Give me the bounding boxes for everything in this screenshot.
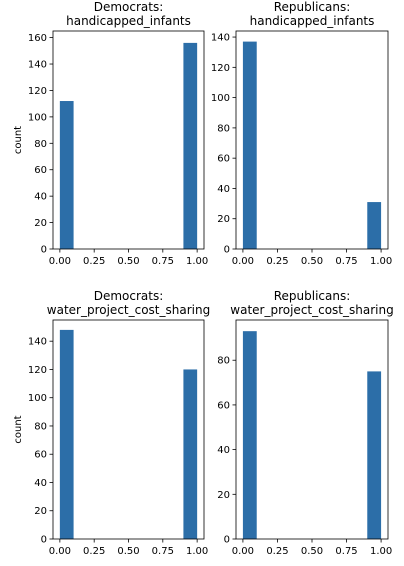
x-tick-label: 0.25 <box>266 256 288 267</box>
x-tick-label: 0.00 <box>49 256 71 267</box>
x-tick-label: 0.25 <box>266 546 288 557</box>
chart-title-line: Democrats: <box>94 0 164 14</box>
histogram-bar <box>242 41 257 249</box>
y-tick-label: 120 <box>211 63 230 74</box>
y-tick-label: 40 <box>34 478 47 489</box>
x-tick-label: 0.75 <box>152 546 174 557</box>
y-tick-label: 100 <box>28 112 47 123</box>
chart-title-line: Republicans: <box>274 289 351 303</box>
histogram-bar <box>183 42 198 249</box>
x-tick-label: 1.00 <box>370 546 392 557</box>
axes-frame <box>52 319 205 540</box>
histogram-bar <box>367 202 382 249</box>
histogram-bar <box>183 369 198 539</box>
subplot-3: 0.00 0.25 0.50 0.75 1.00 0 20 40 60 80 100 120 140 De… <box>13 289 210 557</box>
y-tick-label: 20 <box>34 218 47 229</box>
x-tick-label: 1.00 <box>186 256 208 267</box>
y-tick-label: 140 <box>28 60 47 71</box>
y-tick-label: 80 <box>217 356 230 367</box>
y-tick-label: 140 <box>211 33 230 44</box>
y-tick-label: 40 <box>217 445 230 456</box>
chart-title-line: Democrats: <box>94 289 164 303</box>
chart-title-line: water_project_cost_sharing <box>230 303 393 317</box>
y-tick-label: 100 <box>211 93 230 104</box>
y-tick-label: 60 <box>217 154 230 165</box>
y-tick-label: 0 <box>41 535 47 546</box>
y-tick-label: 60 <box>34 450 47 461</box>
chart-title-line: water_project_cost_sharing <box>47 303 210 317</box>
y-tick-label: 0 <box>224 245 230 256</box>
chart-title-line: handicapped_infants <box>66 14 191 28</box>
y-tick-label: 120 <box>28 86 47 97</box>
y-tick-label: 80 <box>217 123 230 134</box>
x-tick-label: 0.75 <box>335 546 357 557</box>
x-tick-label: 0.75 <box>335 256 357 267</box>
x-tick-label: 0.00 <box>232 256 254 267</box>
y-axis-label: count <box>13 126 24 154</box>
axes-frame <box>235 319 389 540</box>
y-tick-label: 20 <box>34 506 47 517</box>
histogram-bar <box>59 329 74 539</box>
y-tick-label: 20 <box>217 214 230 225</box>
x-tick-label: 0.50 <box>117 256 139 267</box>
y-axis-label: count <box>13 415 24 443</box>
y-tick-label: 60 <box>217 400 230 411</box>
y-tick-label: 140 <box>28 337 47 348</box>
x-tick-label: 1.00 <box>370 256 392 267</box>
histogram-bar <box>59 101 74 250</box>
y-tick-label: 0 <box>41 245 47 256</box>
y-tick-label: 40 <box>217 184 230 195</box>
y-tick-label: 0 <box>224 535 230 546</box>
x-tick-label: 0.50 <box>301 546 323 557</box>
x-tick-label: 0.50 <box>117 546 139 557</box>
axes-frame <box>52 30 205 250</box>
subplot-4: 0.00 0.25 0.50 0.75 1.00 0 20 40 60 80 Republicans… <box>217 289 393 557</box>
histogram-bar <box>242 331 257 539</box>
axes-frame <box>235 30 389 250</box>
y-tick-label: 160 <box>28 33 47 44</box>
x-tick-label: 0.25 <box>83 256 105 267</box>
y-tick-label: 80 <box>34 139 47 150</box>
chart-title-line: Republicans: <box>274 0 351 14</box>
y-tick-label: 100 <box>28 393 47 404</box>
subplot-2: 0.00 0.25 0.50 0.75 1.00 0 20 40 60 80 100 120 140 Re… <box>211 0 392 267</box>
y-tick-label: 20 <box>217 490 230 501</box>
histogram-bar <box>367 371 382 539</box>
x-tick-label: 1.00 <box>186 546 208 557</box>
x-tick-label: 0.25 <box>83 546 105 557</box>
y-tick-label: 60 <box>34 165 47 176</box>
y-tick-label: 80 <box>34 421 47 432</box>
subplot-1: 0.00 0.25 0.50 0.75 1.00 0 20 40 60 80 100 120 140 16… <box>13 0 208 267</box>
x-tick-label: 0.00 <box>49 546 71 557</box>
y-tick-label: 40 <box>34 192 47 203</box>
chart-title-line: handicapped_infants <box>250 14 375 28</box>
x-tick-label: 0.75 <box>152 256 174 267</box>
x-tick-label: 0.00 <box>232 546 254 557</box>
y-tick-label: 120 <box>28 365 47 376</box>
x-tick-label: 0.50 <box>301 256 323 267</box>
